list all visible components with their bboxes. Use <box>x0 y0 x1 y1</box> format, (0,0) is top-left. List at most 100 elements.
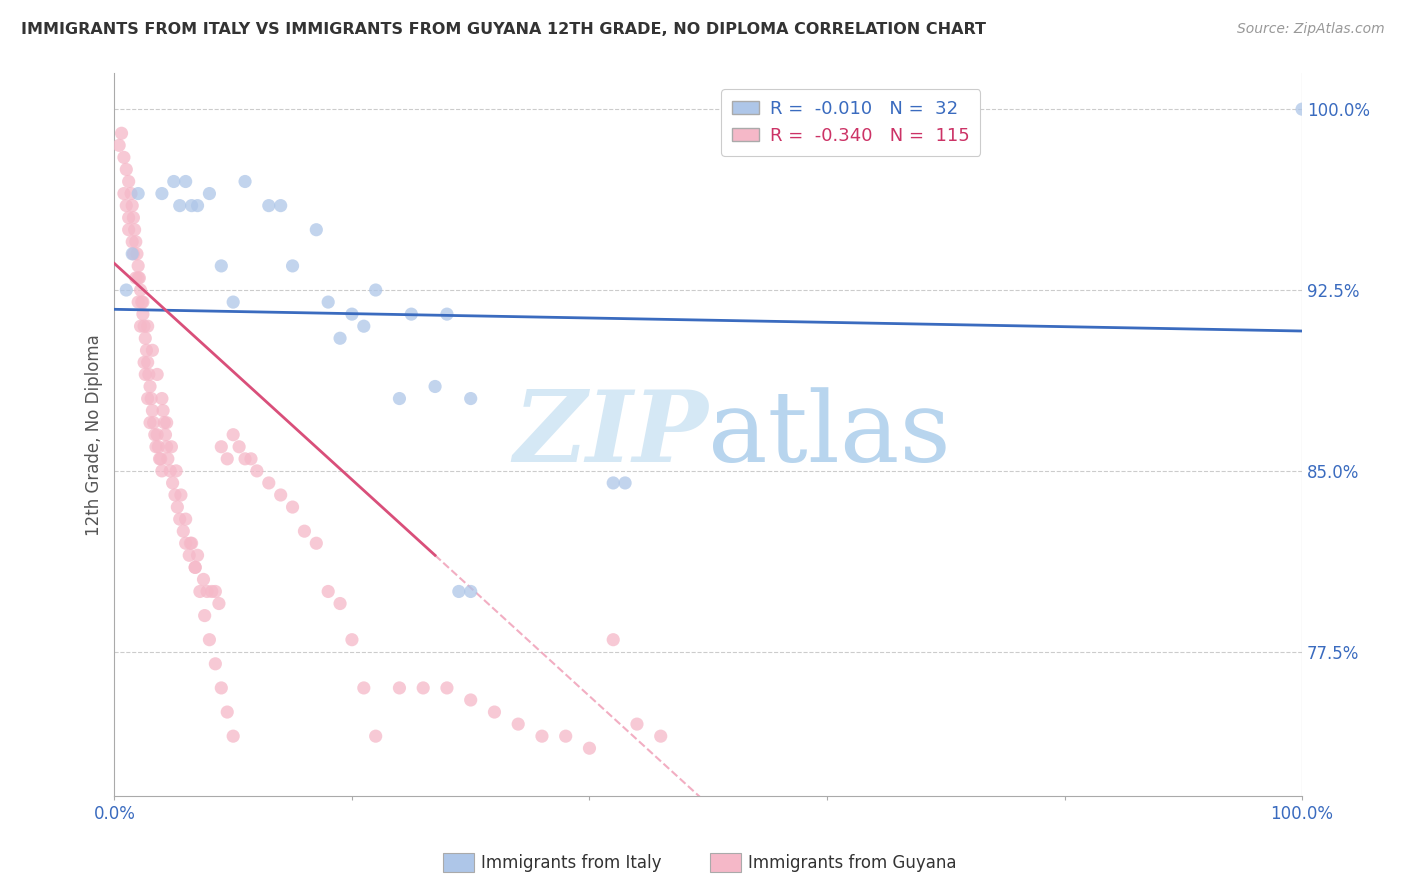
Point <box>195 584 218 599</box>
Point <box>281 259 304 273</box>
Point <box>460 584 482 599</box>
Point <box>134 331 156 345</box>
Point <box>127 295 149 310</box>
Point <box>602 475 624 490</box>
Point <box>108 138 131 153</box>
Point <box>129 319 152 334</box>
Point <box>222 427 245 442</box>
Point <box>139 416 162 430</box>
Point <box>146 368 169 382</box>
Point <box>209 681 232 695</box>
Legend: R =  -0.010   N =  32, R =  -0.340   N =  115: R = -0.010 N = 32, R = -0.340 N = 115 <box>721 89 980 156</box>
Point <box>388 392 411 406</box>
Point <box>257 475 280 490</box>
Point <box>125 271 148 285</box>
Point <box>436 307 458 321</box>
Point <box>153 416 176 430</box>
Point <box>198 186 221 201</box>
Point <box>159 464 181 478</box>
Point <box>150 186 173 201</box>
Point <box>132 295 155 310</box>
Point <box>138 368 160 382</box>
Point <box>270 488 292 502</box>
Point <box>401 307 423 321</box>
Point <box>169 199 191 213</box>
Point <box>122 211 145 225</box>
Point <box>188 584 211 599</box>
Point <box>329 331 352 345</box>
Point <box>120 186 142 201</box>
Point <box>148 451 170 466</box>
Point <box>165 464 187 478</box>
Point <box>281 500 304 514</box>
Point <box>115 199 138 213</box>
Point <box>156 416 179 430</box>
Point <box>160 440 183 454</box>
Point <box>142 416 165 430</box>
Point <box>187 199 209 213</box>
Point <box>134 368 156 382</box>
Point <box>340 632 363 647</box>
Point <box>305 536 328 550</box>
Point <box>155 427 177 442</box>
Point <box>127 186 149 201</box>
Point <box>578 741 600 756</box>
Point <box>222 295 245 310</box>
Point <box>204 584 226 599</box>
Point <box>602 632 624 647</box>
Point <box>508 717 530 731</box>
Point <box>626 717 648 731</box>
Point <box>124 223 146 237</box>
Point <box>460 693 482 707</box>
Text: ZIP: ZIP <box>513 386 709 483</box>
Point <box>115 162 138 177</box>
Text: atlas: atlas <box>709 387 950 483</box>
Point <box>156 440 179 454</box>
Point <box>143 427 166 442</box>
Point <box>121 199 143 213</box>
Point <box>163 174 186 188</box>
Point <box>179 536 201 550</box>
Point <box>353 681 375 695</box>
Point <box>530 729 553 743</box>
Point <box>121 247 143 261</box>
Point <box>136 392 159 406</box>
Point <box>118 211 141 225</box>
Point <box>127 259 149 273</box>
Point <box>194 608 217 623</box>
Point <box>166 500 188 514</box>
Point <box>217 705 239 719</box>
Text: Source: ZipAtlas.com: Source: ZipAtlas.com <box>1237 22 1385 37</box>
Point <box>136 319 159 334</box>
Point <box>118 174 141 188</box>
Point <box>650 729 672 743</box>
Point <box>270 199 292 213</box>
Point <box>180 536 202 550</box>
Point <box>240 451 263 466</box>
Point <box>174 536 197 550</box>
Point <box>122 247 145 261</box>
Point <box>484 705 506 719</box>
Point <box>204 657 226 671</box>
Point <box>340 307 363 321</box>
Point <box>554 729 576 743</box>
Point <box>1291 102 1313 116</box>
Point <box>141 403 163 417</box>
Point <box>316 295 339 310</box>
Point <box>436 681 458 695</box>
Point <box>150 392 173 406</box>
Point <box>118 223 141 237</box>
Point <box>329 597 352 611</box>
Point <box>174 174 197 188</box>
Point <box>162 475 184 490</box>
Point <box>184 560 207 574</box>
Text: Immigrants from Italy: Immigrants from Italy <box>481 854 661 871</box>
Point <box>145 440 167 454</box>
Point <box>353 319 375 334</box>
Point <box>187 549 209 563</box>
Point <box>132 355 155 369</box>
Point <box>423 379 446 393</box>
Point <box>233 451 256 466</box>
Point <box>110 126 132 140</box>
Point <box>149 451 172 466</box>
